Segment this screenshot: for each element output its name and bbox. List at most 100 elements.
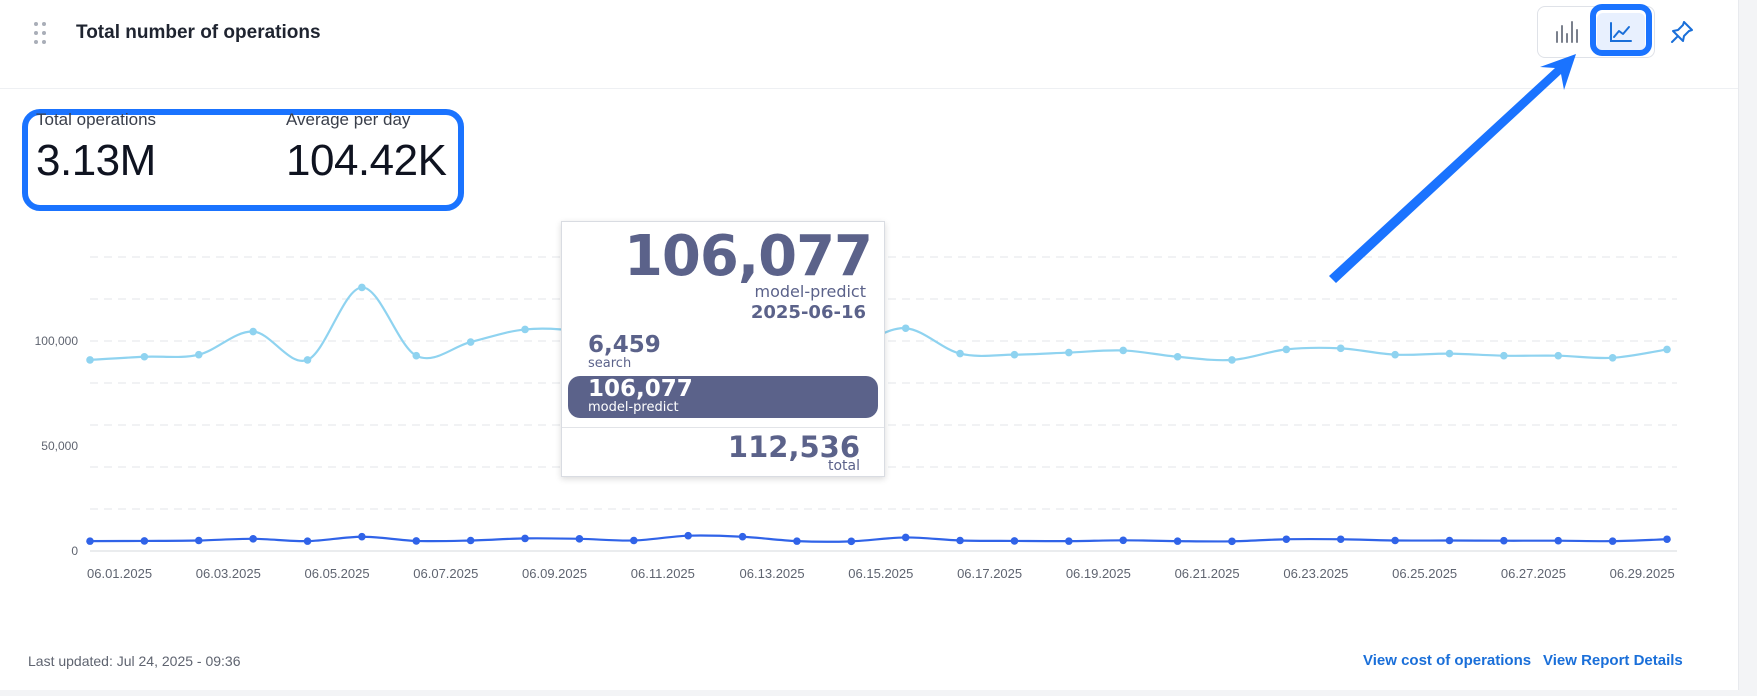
data-point-model-predict	[412, 351, 421, 360]
chart-tooltip: 106,077 model-predict 2025-06-16 6,459 s…	[561, 221, 885, 477]
stats-highlight-box	[22, 109, 464, 211]
x-tick-label: 06.05.2025	[305, 566, 370, 581]
data-point-model-predict	[1445, 349, 1454, 358]
data-point-search	[358, 532, 366, 541]
x-tick-label: 06.29.2025	[1610, 566, 1675, 581]
data-point-model-predict	[1173, 352, 1182, 361]
tooltip-row-model-predict: 106,077 model-predict	[568, 376, 878, 418]
data-point-search	[1065, 537, 1073, 545]
bar-chart-toggle-button[interactable]	[1543, 13, 1591, 51]
stat-label: Average per day	[286, 110, 411, 129]
data-point-search	[466, 536, 475, 545]
x-tick-label: 06.17.2025	[957, 566, 1022, 581]
data-point-model-predict	[249, 327, 257, 336]
data-point-search	[1119, 536, 1128, 545]
data-point-search	[956, 536, 964, 545]
data-point-search	[521, 534, 529, 543]
data-point-search	[1391, 536, 1399, 545]
data-point-search	[1336, 535, 1345, 544]
pin-button[interactable]	[1668, 18, 1696, 46]
data-point-model-predict	[140, 352, 149, 361]
data-point-search	[1608, 537, 1617, 545]
tooltip-date: 2025-06-16	[750, 302, 866, 323]
x-tick-label: 06.07.2025	[413, 566, 478, 581]
drag-handle-icon[interactable]	[34, 22, 48, 44]
data-point-search	[86, 537, 94, 545]
tooltip-row-name: search	[588, 356, 632, 371]
data-point-search	[684, 531, 692, 540]
data-point-search	[412, 537, 421, 545]
x-tick-label: 06.13.2025	[740, 566, 805, 581]
tooltip-row-value: 6,459	[588, 332, 661, 358]
data-point-search	[793, 537, 801, 545]
data-point-model-predict	[303, 356, 312, 364]
x-tick-label: 06.19.2025	[1066, 566, 1131, 581]
data-point-model-predict	[1554, 351, 1563, 360]
data-point-model-predict	[1608, 354, 1617, 362]
data-point-search	[629, 536, 638, 545]
data-point-search	[575, 535, 584, 543]
data-point-model-predict	[466, 338, 475, 346]
data-point-model-predict	[1336, 344, 1345, 353]
data-point-search	[303, 537, 312, 545]
data-point-search	[1173, 537, 1182, 545]
data-point-search	[1663, 535, 1671, 544]
tooltip-row-search: 6,459 search	[568, 332, 878, 374]
data-point-model-predict	[1500, 351, 1508, 360]
annotation-arrow	[1329, 54, 1576, 283]
view-report-details-link[interactable]: View Report Details	[1543, 652, 1683, 669]
data-point-search	[1010, 537, 1019, 545]
data-point-search	[1500, 536, 1508, 545]
data-point-search	[194, 536, 203, 545]
tooltip-total: 112,536	[727, 430, 860, 464]
total-operations-stat: Total operations 3.13M	[36, 110, 156, 186]
series-line-search	[89, 534, 1668, 543]
data-point-model-predict	[901, 324, 910, 333]
data-point-search	[1554, 536, 1563, 545]
data-point-model-predict	[1391, 350, 1399, 359]
x-tick-label: 06.23.2025	[1283, 566, 1348, 581]
data-point-search	[1228, 537, 1236, 546]
x-tick-label: 06.11.2025	[631, 566, 695, 581]
x-tick-label: 06.27.2025	[1501, 566, 1566, 581]
data-point-search	[249, 535, 257, 543]
tooltip-row-name: model-predict	[588, 400, 679, 415]
tooltip-value: 106,077	[623, 224, 873, 289]
x-tick-label: 06.21.2025	[1175, 566, 1240, 581]
data-point-search	[901, 533, 910, 542]
data-point-search	[738, 532, 747, 541]
x-tick-label: 06.15.2025	[848, 566, 913, 581]
data-point-model-predict	[86, 356, 94, 364]
card-header: Total number of operations	[0, 0, 1738, 89]
line-chart-toggle-button[interactable]	[1597, 13, 1645, 51]
view-cost-of-operations-link[interactable]: View cost of operations	[1363, 652, 1532, 669]
data-point-model-predict	[358, 283, 366, 292]
data-point-model-predict	[956, 349, 964, 358]
data-point-model-predict	[194, 350, 203, 359]
data-point-search	[847, 537, 856, 546]
x-tick-label: 06.09.2025	[522, 566, 587, 581]
x-tick-label: 06.01.2025	[87, 566, 152, 581]
pin-icon	[1671, 21, 1693, 43]
data-point-model-predict	[521, 325, 529, 334]
data-point-search	[1282, 535, 1291, 544]
page-title: Total number of operations	[76, 22, 321, 43]
x-tick-label: 06.25.2025	[1392, 566, 1457, 581]
line-chart-highlight-box	[1590, 4, 1652, 56]
tooltip-total-label: total	[827, 458, 860, 474]
x-tick-label: 06.03.2025	[196, 566, 261, 581]
data-point-model-predict	[1663, 345, 1671, 354]
tooltip-series: model-predict	[754, 282, 867, 301]
data-point-model-predict	[1065, 348, 1073, 357]
data-point-model-predict	[1228, 356, 1236, 364]
data-point-model-predict	[1119, 346, 1128, 355]
tooltip-divider	[562, 427, 884, 428]
data-point-search	[1445, 536, 1454, 545]
stat-label: Total operations	[36, 110, 157, 129]
last-updated-text: Last updated: Jul 24, 2025 - 09:36	[28, 653, 241, 669]
average-per-day-stat: Average per day 104.42K	[286, 110, 447, 186]
y-tick-label: 50,000	[41, 439, 78, 453]
data-point-model-predict	[1282, 345, 1291, 354]
y-tick-label: 0	[71, 544, 78, 558]
